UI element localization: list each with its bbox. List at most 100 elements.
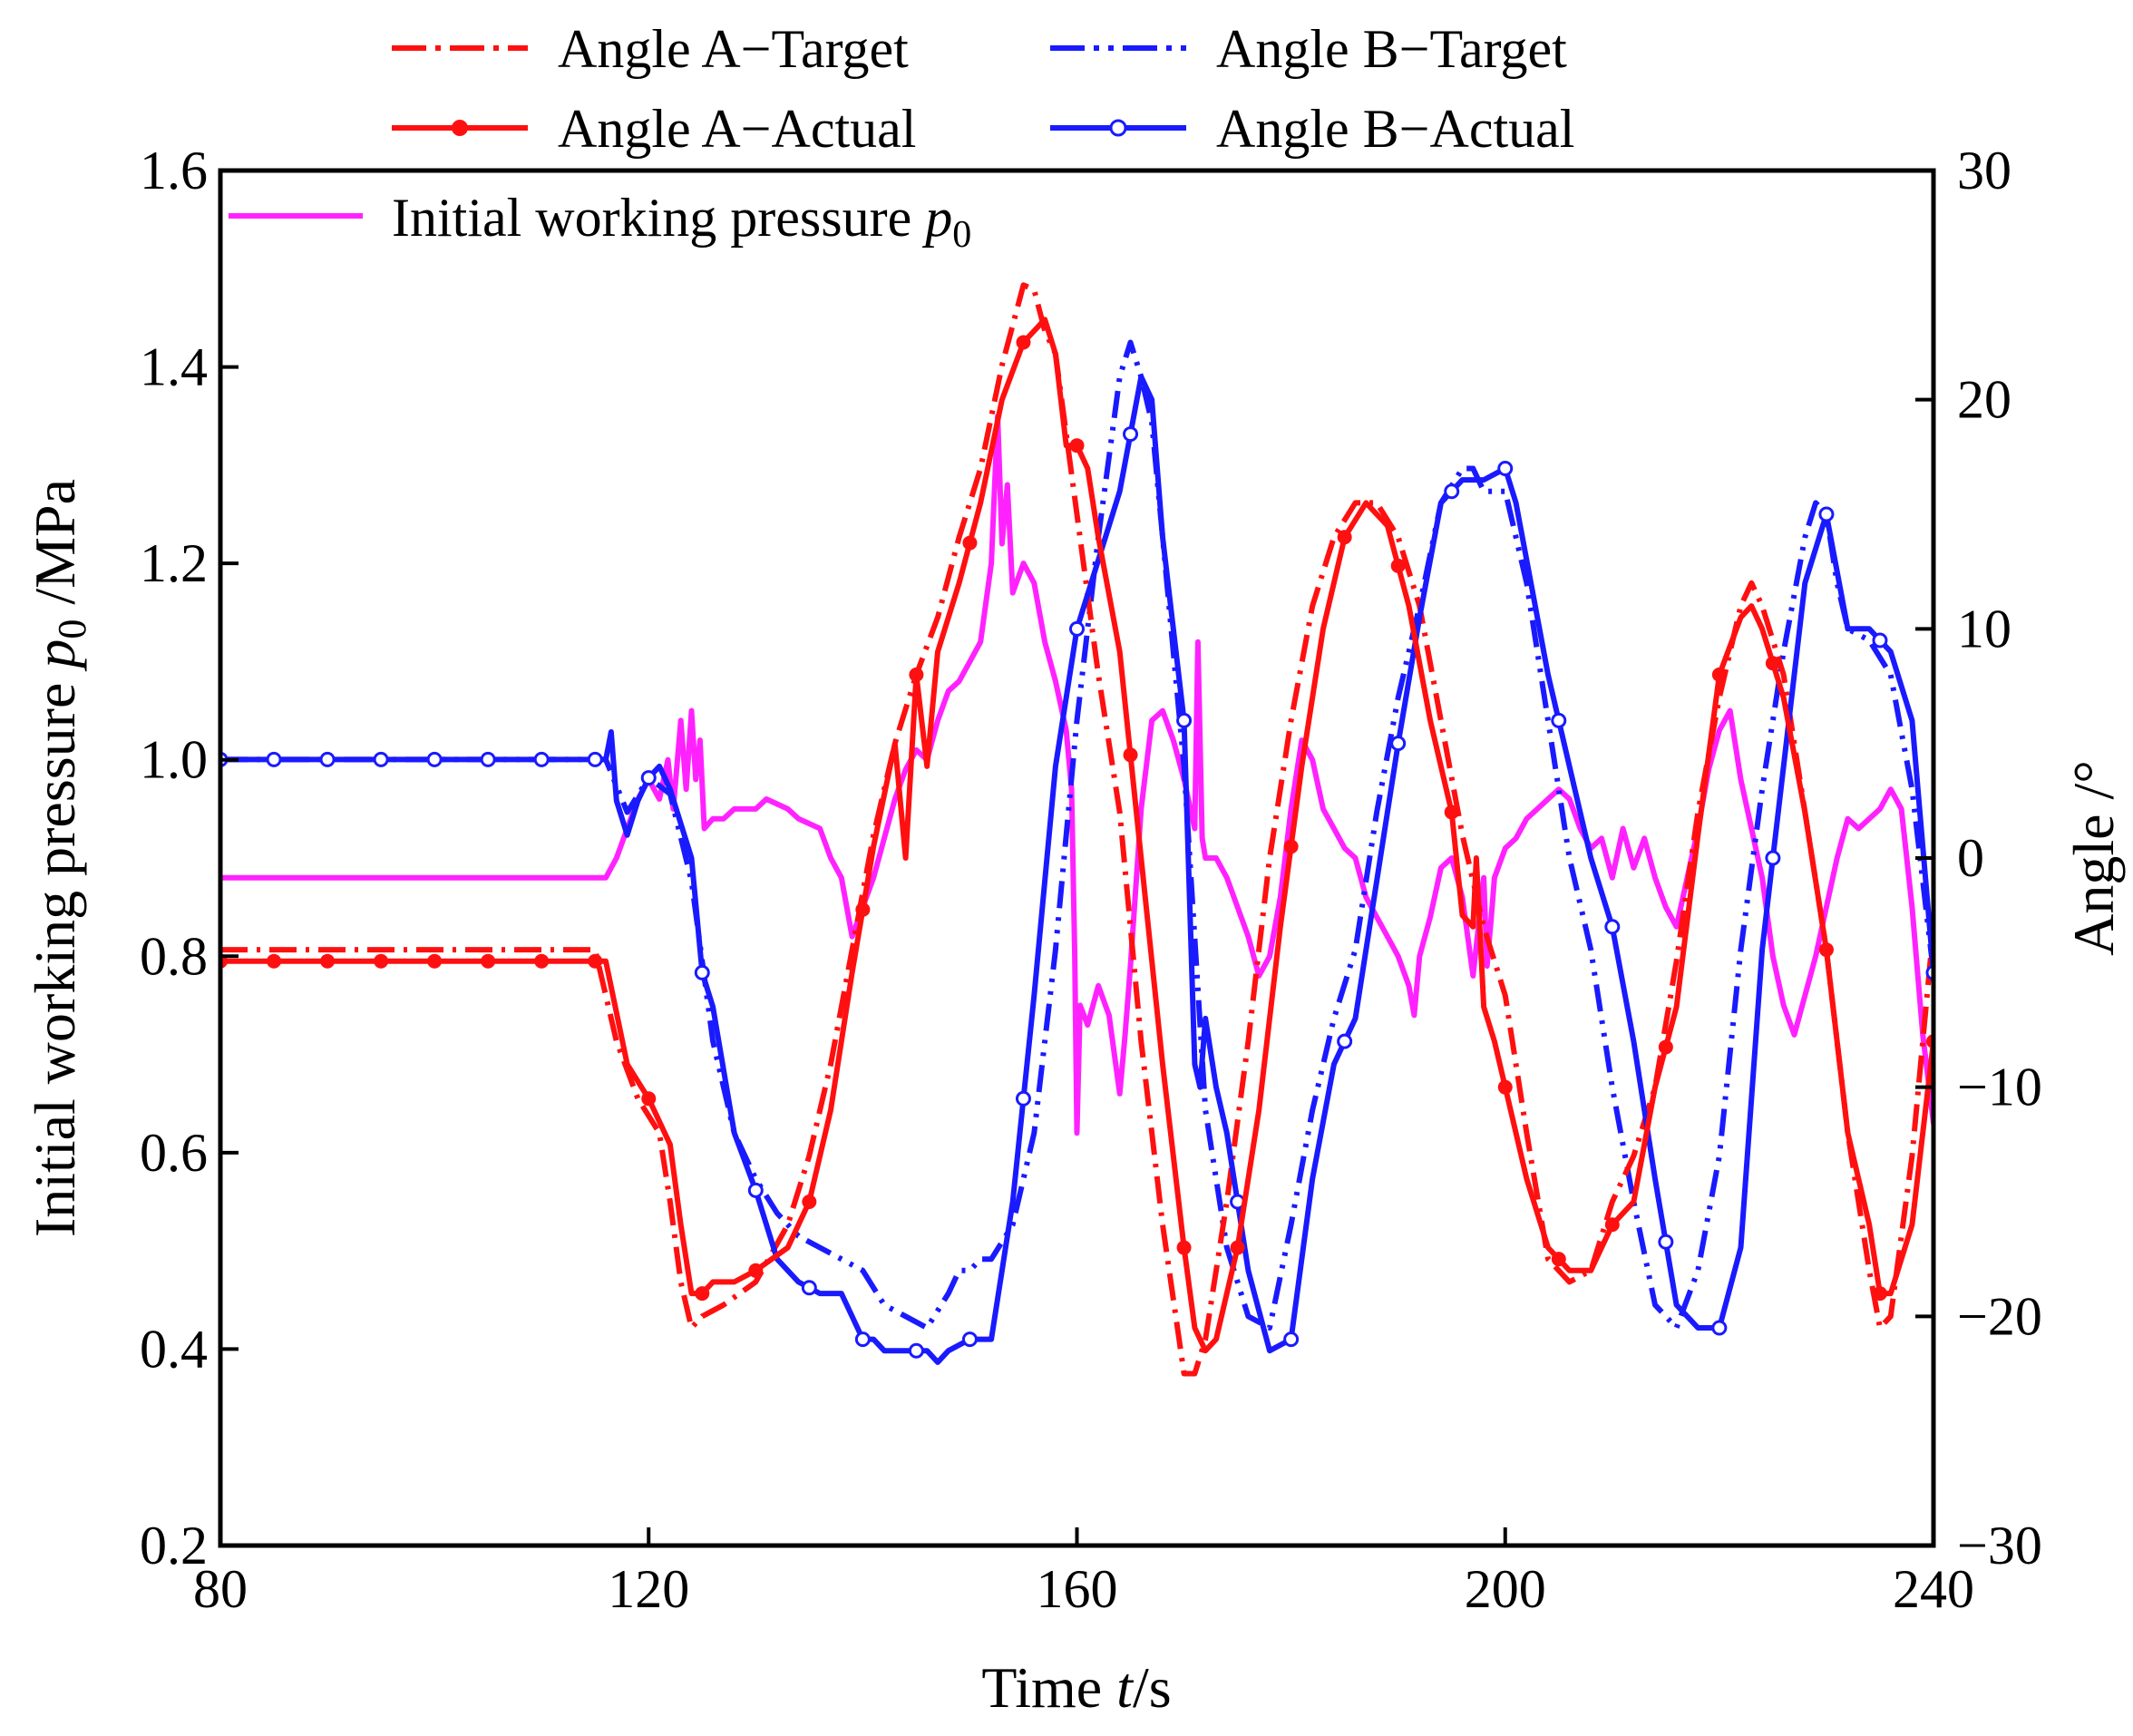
y-right-tick-label: −30 (1957, 1516, 2042, 1575)
series-marker-b-actual (1283, 1331, 1300, 1348)
series-marker-b-actual (1711, 1320, 1728, 1336)
series-marker-a-actual (802, 1195, 817, 1209)
series-marker-a-actual (320, 953, 336, 969)
series-line-a-actual (220, 317, 1933, 1354)
series-marker-a-actual (1176, 1240, 1192, 1255)
x-tick-label: 240 (1893, 1559, 1974, 1619)
y-left-tick-label: 0.4 (140, 1319, 208, 1379)
series-marker-b-actual (1337, 1033, 1353, 1049)
y-axis-left-title-var: p (23, 639, 87, 672)
series-marker-a-actual (1123, 747, 1138, 763)
x-axis-title-var: t (1116, 1655, 1135, 1720)
series-marker-a-actual (641, 1091, 657, 1107)
series-marker-b-actual (1497, 460, 1514, 476)
legend-b-target-label: Angle B−Target (1216, 19, 1567, 79)
series-marker-b-actual (1818, 506, 1835, 522)
series-marker-a-actual (1283, 839, 1299, 854)
x-axis-title: Time t/s (981, 1655, 1171, 1720)
series-marker-a-actual (1551, 1252, 1566, 1267)
series-marker-b-actual (801, 1280, 817, 1296)
legend-b-actual-marker (1109, 119, 1127, 137)
series-marker-b-actual (533, 751, 550, 767)
series-marker-a-actual (374, 953, 389, 969)
x-tick-label: 80 (193, 1559, 248, 1619)
series-line-b-actual (220, 374, 1933, 1365)
y-left-tick-label: 0.8 (140, 926, 208, 986)
y-left-tick-label: 0.2 (140, 1516, 208, 1575)
series-marker-b-actual (1176, 712, 1193, 728)
series-marker-b-actual (319, 751, 336, 767)
series-marker-a-actual (427, 953, 443, 969)
x-tick-label: 200 (1465, 1559, 1546, 1619)
series-marker-b-actual (1444, 483, 1460, 500)
y-left-tick-label: 0.6 (140, 1123, 208, 1183)
plot-frame (218, 168, 1936, 1548)
legend-pressure-sub: 0 (952, 214, 971, 256)
series-marker-a-actual (1444, 805, 1459, 820)
series-marker-a-actual (909, 667, 924, 682)
series-marker-a-actual (481, 953, 496, 969)
series-marker-b-actual (1123, 426, 1139, 443)
series-marker-b-actual (640, 770, 657, 786)
y-axis-right-title: Angle /° (2061, 760, 2126, 956)
series-marker-a-actual (1658, 1039, 1673, 1055)
series-marker-b-actual (961, 1331, 978, 1348)
x-tick-label: 160 (1037, 1559, 1118, 1619)
x-axis-title-main: Time (981, 1655, 1102, 1720)
ticks-layer: 80 120 160 200 2400.20.40.60.81.01.21.41.6−3… (140, 141, 2042, 1619)
series-marker-b-actual (1658, 1234, 1674, 1250)
series-marker-a-actual (1872, 1286, 1887, 1302)
y-left-tick-label: 1.2 (140, 533, 208, 593)
series-marker-a-actual (962, 535, 978, 551)
series-marker-b-actual (694, 964, 710, 980)
series-marker-a-actual (1016, 335, 1031, 350)
y-right-tick-label: 0 (1957, 828, 1984, 888)
y-axis-left-title: Initial working pressure p0 /MPa (23, 479, 94, 1237)
series-marker-a-actual (748, 1263, 764, 1278)
legend-pressure-var: p (921, 188, 952, 248)
series-marker-b-actual (587, 751, 603, 767)
series-marker-b-actual (1390, 736, 1407, 752)
series-marker-a-actual (1390, 558, 1406, 573)
series-marker-a-actual (1230, 1240, 1245, 1255)
legend-a-actual-label: Angle A−Actual (558, 99, 916, 159)
y-left-tick-label: 1.0 (140, 730, 208, 790)
legend-b-actual-label: Angle B−Actual (1216, 99, 1574, 159)
series-marker-b-actual (480, 751, 496, 767)
y-right-tick-label: −10 (1957, 1058, 2042, 1117)
y-right-tick-label: 20 (1957, 370, 2011, 430)
series-marker-b-actual (1604, 919, 1621, 935)
series-marker-a-actual (1711, 667, 1727, 682)
series-marker-b-actual (908, 1342, 924, 1359)
y-axis-left-title-unit: /MPa (23, 479, 87, 605)
series-layer (220, 282, 1933, 1377)
y-right-tick-label: −20 (1957, 1286, 2042, 1346)
series-marker-a-actual (1069, 438, 1085, 454)
series-marker-b-actual (747, 1182, 764, 1198)
series-marker-b-actual (1872, 632, 1888, 649)
series-marker-a-actual (534, 953, 550, 969)
series-line-pressure (220, 413, 1933, 1136)
series-marker-a-actual (588, 953, 603, 969)
y-left-tick-label: 1.4 (140, 337, 208, 397)
series-marker-b-actual (266, 751, 282, 767)
series-marker-a-actual (1765, 656, 1780, 671)
legend-a-target-label: Angle A−Target (558, 19, 909, 79)
series-marker-b-actual (426, 751, 443, 767)
series-marker-b-actual (1551, 712, 1567, 728)
legend-pressure-main: Initial working pressure (392, 188, 911, 248)
legend-pressure-label: Initial working pressure p0 (392, 188, 971, 256)
x-tick-label: 120 (608, 1559, 689, 1619)
series-marker-b-actual (373, 751, 389, 767)
series-marker-a-actual (1337, 530, 1352, 545)
series-marker-a-actual (855, 902, 871, 917)
series-marker-b-actual (854, 1331, 871, 1348)
series-marker-a-actual (1497, 1079, 1513, 1095)
series-marker-b-actual (1015, 1090, 1031, 1107)
x-axis-title-unit: /s (1133, 1655, 1172, 1720)
legend: Angle A−Target Angle B−Target Angle A−Ac… (229, 19, 1574, 256)
y-axis-left-title-main: Initial working pressure (23, 683, 87, 1237)
series-marker-b-actual (1765, 850, 1781, 866)
y-right-tick-label: 10 (1957, 599, 2011, 658)
series-marker-a-actual (267, 953, 282, 969)
